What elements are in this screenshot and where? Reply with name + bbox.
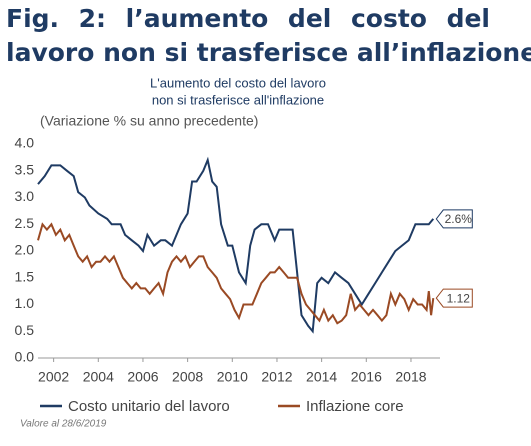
y-tick-label: 2.5 xyxy=(15,215,35,231)
end-label-box xyxy=(435,288,473,308)
x-tick-label: 2012 xyxy=(261,369,292,385)
x-tick-label: 2010 xyxy=(217,369,248,385)
series-line xyxy=(37,222,435,325)
chart-title: L'aumento del costo del lavoro xyxy=(150,75,326,90)
y-tick-label: 4.0 xyxy=(15,135,35,151)
x-tick-label: 2002 xyxy=(38,369,69,385)
end-label-box xyxy=(435,209,473,229)
x-tick-label: 2006 xyxy=(127,369,158,385)
note: Valore al 28/6/2019 xyxy=(20,419,107,430)
y-tick-label: 2.0 xyxy=(15,242,35,258)
x-tick-label: 2016 xyxy=(351,369,382,385)
x-tick-label: 2014 xyxy=(306,369,337,385)
end-label: 1.12 xyxy=(447,291,471,305)
figure-title: Fig. 2: l’aumento del costo del xyxy=(6,4,490,33)
x-tick-label: 2018 xyxy=(395,369,426,385)
x-tick-label: 2004 xyxy=(83,369,114,385)
figure-title: lavoro non si trasferisce all’inflazione xyxy=(6,38,531,67)
y-tick-label: 0.0 xyxy=(15,349,35,365)
series-line xyxy=(37,156,435,334)
y-axis-label: (Variazione % su anno precedente) xyxy=(40,113,258,129)
y-tick-label: 3.0 xyxy=(15,188,35,204)
legend-label: Inflazione core xyxy=(306,398,404,415)
legend-label: Costo unitario del lavoro xyxy=(68,398,230,415)
y-tick-label: 1.5 xyxy=(15,268,35,284)
end-label: 2.6% xyxy=(445,212,473,226)
x-tick-label: 2008 xyxy=(172,369,203,385)
y-tick-label: 3.5 xyxy=(15,161,35,177)
y-tick-label: 0.5 xyxy=(15,322,35,338)
chart-title: non si trasferisce all'inflazione xyxy=(152,92,324,107)
y-tick-label: 1.0 xyxy=(15,295,35,311)
